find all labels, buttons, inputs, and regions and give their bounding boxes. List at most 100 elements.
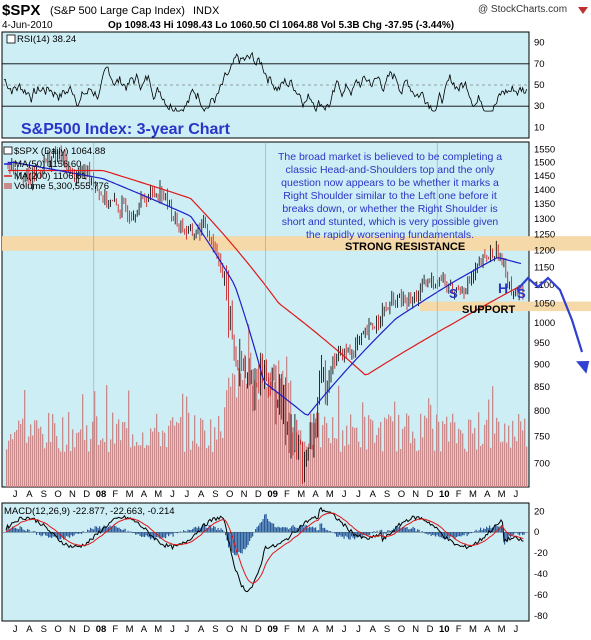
volume-bar bbox=[128, 390, 130, 487]
volume-bar bbox=[78, 432, 80, 487]
month-tick-label: O bbox=[398, 624, 405, 635]
month-tick-label: N bbox=[412, 624, 419, 635]
macd-histogram-bar bbox=[243, 532, 245, 549]
volume-bar bbox=[426, 418, 428, 487]
macd-histogram-bar bbox=[315, 527, 317, 533]
volume-bar bbox=[368, 415, 370, 487]
macd-histogram-bar bbox=[417, 529, 419, 533]
chevron-down-icon[interactable] bbox=[578, 7, 588, 14]
volume-bar bbox=[502, 441, 504, 487]
month-tick-label: F bbox=[112, 489, 118, 500]
macd-histogram-bar bbox=[36, 532, 38, 535]
month-tick-label: 10 bbox=[439, 624, 450, 635]
macd-histogram-bar bbox=[369, 532, 371, 535]
month-tick-label: N bbox=[241, 624, 248, 635]
volume-bar bbox=[374, 442, 376, 487]
volume-bar bbox=[110, 439, 112, 487]
macd-histogram-bar bbox=[141, 532, 143, 537]
macd-histogram-bar bbox=[136, 532, 138, 535]
volume-bar bbox=[280, 378, 282, 487]
month-tick-label: J bbox=[342, 624, 347, 635]
volume-bar bbox=[202, 419, 204, 487]
volume-bar bbox=[488, 399, 490, 487]
macd-histogram-bar bbox=[229, 532, 231, 548]
macd-histogram-bar bbox=[270, 522, 272, 533]
volume-bar bbox=[508, 425, 510, 487]
macd-histogram-bar bbox=[408, 529, 410, 533]
volume-bar bbox=[190, 449, 192, 487]
volume-bar bbox=[102, 438, 104, 487]
volume-bar bbox=[48, 412, 50, 487]
macd-histogram-bar bbox=[33, 531, 35, 533]
macd-histogram-bar bbox=[27, 529, 29, 533]
volume-bar bbox=[158, 431, 160, 487]
volume-bar bbox=[112, 412, 114, 487]
month-tick-label: M bbox=[469, 624, 477, 635]
volume-bar bbox=[412, 431, 414, 487]
volume-bar bbox=[480, 445, 482, 487]
volume-bar bbox=[360, 447, 362, 487]
macd-histogram-bar bbox=[354, 532, 356, 540]
volume-bar bbox=[216, 439, 218, 487]
volume-bar bbox=[472, 433, 474, 487]
macd-histogram-bar bbox=[435, 532, 437, 537]
macd-histogram-bar bbox=[447, 532, 449, 537]
macd-histogram-bar bbox=[168, 532, 170, 537]
month-tick-label: A bbox=[312, 624, 319, 635]
macd-histogram-bar bbox=[279, 527, 281, 533]
volume-bar bbox=[260, 357, 262, 487]
month-tick-label: S bbox=[212, 489, 218, 500]
macd-histogram-bar bbox=[258, 525, 260, 533]
volume-bar bbox=[22, 418, 24, 487]
volume-bar bbox=[240, 373, 242, 487]
macd-histogram-bar bbox=[513, 532, 515, 535]
macd-histogram-bar bbox=[142, 532, 144, 537]
volume-bar bbox=[76, 433, 78, 487]
volume-bar bbox=[62, 417, 64, 487]
volume-bar bbox=[114, 443, 116, 487]
macd-histogram-bar bbox=[348, 532, 350, 540]
month-tick-label: N bbox=[69, 624, 76, 635]
volume-bar bbox=[242, 380, 244, 487]
volume-bar bbox=[84, 439, 86, 487]
macd-histogram-bar bbox=[147, 532, 149, 537]
macd-histogram-bar bbox=[468, 532, 470, 535]
volume-bar bbox=[522, 430, 524, 487]
macd-histogram-bar bbox=[441, 532, 443, 538]
macd-histogram-bar bbox=[466, 532, 468, 537]
macd-histogram-bar bbox=[396, 526, 398, 533]
macd-histogram-bar bbox=[316, 530, 318, 533]
price-tick-label: 1050 bbox=[534, 298, 555, 309]
macd-histogram-bar bbox=[480, 527, 482, 533]
price-tick-label: 950 bbox=[534, 338, 550, 349]
macd-histogram-bar bbox=[261, 521, 263, 533]
ma50-line bbox=[8, 161, 522, 416]
volume-bar bbox=[194, 415, 196, 487]
volume-bar bbox=[212, 451, 214, 487]
price-tick-label: 1350 bbox=[534, 199, 555, 210]
volume-bar bbox=[58, 448, 60, 487]
macd-histogram-bar bbox=[489, 525, 491, 533]
macd-histogram-bar bbox=[172, 532, 174, 537]
rsi-tick-label: 70 bbox=[534, 59, 545, 70]
macd-histogram-bar bbox=[145, 532, 147, 536]
macd-histogram-bar bbox=[166, 532, 168, 535]
month-tick-label: A bbox=[26, 624, 33, 635]
price-tick-label: 1550 bbox=[534, 145, 555, 156]
volume-bar bbox=[274, 381, 276, 487]
macd-histogram-bar bbox=[454, 532, 456, 539]
annotation-text: The broad market is believed to be compl… bbox=[278, 151, 502, 241]
volume-bar bbox=[26, 442, 28, 487]
macd-histogram-bar bbox=[481, 530, 483, 533]
month-tick-label: S bbox=[384, 489, 390, 500]
macd-histogram-bar bbox=[237, 532, 239, 553]
volume-bar bbox=[348, 444, 350, 487]
month-tick-label: M bbox=[126, 624, 134, 635]
volume-bar bbox=[466, 451, 468, 487]
month-tick-label: O bbox=[54, 489, 61, 500]
macd-histogram-bar bbox=[225, 532, 227, 536]
macd-histogram-bar bbox=[444, 532, 446, 540]
macd-histogram-bar bbox=[93, 529, 95, 533]
volume-bar bbox=[262, 384, 264, 487]
